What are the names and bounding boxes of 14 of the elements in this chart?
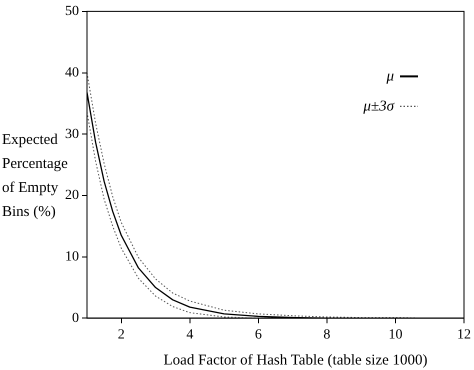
x-axis-title: Load Factor of Hash Table (table size 1000) [163,352,428,368]
x-tick-label: 6 [254,327,262,342]
y-tick-label: 40 [65,65,79,80]
legend-label: μ [385,68,394,84]
legend-label: μ±3σ [362,98,395,114]
y-tick-label: 50 [65,4,79,20]
x-tick-label: 2 [118,327,125,342]
x-tick-label: 12 [457,327,471,342]
x-tick-label: 10 [388,327,402,342]
x-tick-label: 4 [186,327,194,342]
y-tick-label: 0 [72,310,79,326]
y-tick-label: 10 [65,250,79,265]
x-tick-label: 8 [323,327,330,342]
y-tick-label: 30 [65,126,79,142]
